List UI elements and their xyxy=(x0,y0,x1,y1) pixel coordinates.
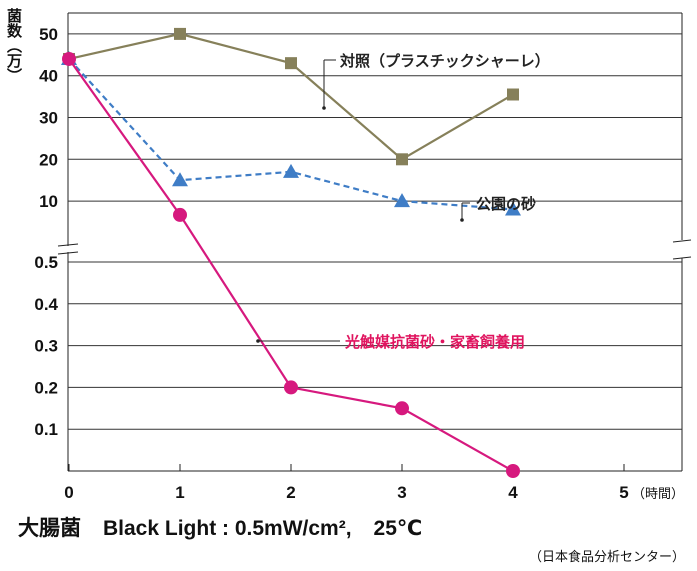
y-tick-labels: 10 20 30 40 50 0.1 0.2 0.3 0.4 0.5 xyxy=(34,25,58,439)
square-marker xyxy=(507,88,519,101)
x-tick-label: 2 xyxy=(286,483,295,500)
x-tick-label: 1 xyxy=(175,483,184,500)
lower-plot-frame xyxy=(67,252,683,472)
upper-plot-frame xyxy=(67,12,683,246)
footer-organism: 大腸菌 xyxy=(18,516,81,540)
x-tick-label: 4 xyxy=(508,483,518,500)
y-tick-label: 0.3 xyxy=(34,337,58,356)
footer-condition: Black Light : 0.5mW/cm², xyxy=(103,517,352,540)
annotation-photocatalyst: 光触媒抗菌砂・家畜飼養用 xyxy=(256,333,525,351)
data-series xyxy=(61,27,521,478)
x-tick-label: 0 xyxy=(64,483,73,500)
circle-marker xyxy=(284,380,298,395)
annotation-park-sand: 公園の砂 xyxy=(460,195,536,222)
y-tick-label: 0.2 xyxy=(34,378,58,397)
annotation-photocatalyst-label: 光触媒抗菌砂・家畜飼養用 xyxy=(344,333,525,351)
triangle-marker xyxy=(505,201,521,216)
annotation-park-sand-label: 公園の砂 xyxy=(476,195,536,213)
footer-temperature: 25℃ xyxy=(373,517,423,540)
triangle-marker xyxy=(172,172,188,187)
y-tick-label: 50 xyxy=(39,25,58,44)
chart: 10 20 30 40 50 0.1 0.2 0.3 0.4 0.5 0 1 2 3 4 5 （時間） 菌数… xyxy=(5,7,692,500)
y-tick-label: 40 xyxy=(39,67,58,86)
y-tick-label: 20 xyxy=(39,150,58,169)
circle-marker xyxy=(506,464,520,478)
x-ticks xyxy=(68,464,625,471)
axis-break xyxy=(57,239,692,260)
circle-marker xyxy=(395,401,409,416)
y-axis-label: 菌数（万） xyxy=(5,7,23,83)
y-tick-label: 30 xyxy=(39,109,58,128)
gridlines xyxy=(68,33,682,430)
annotation-control-label: 対照（プラスチックシャーレ） xyxy=(339,52,550,70)
triangle-marker xyxy=(283,163,299,178)
x-tick-label: 5 xyxy=(619,483,628,500)
series-line xyxy=(68,58,514,472)
y-tick-label: 0.5 xyxy=(34,253,58,272)
circle-marker xyxy=(62,51,76,66)
x-tick-label: 3 xyxy=(397,483,406,500)
square-marker xyxy=(174,27,186,40)
y-tick-label: 0.1 xyxy=(34,420,58,439)
circle-marker xyxy=(173,207,187,222)
y-tick-label: 10 xyxy=(39,192,58,211)
series-circle xyxy=(62,51,520,478)
square-marker xyxy=(396,153,408,166)
footer-source: （日本食品分析センター） xyxy=(528,550,685,565)
footer-conditions: 大腸菌 Black Light : 0.5mW/cm², 25℃ xyxy=(18,512,422,542)
y-tick-label: 0.4 xyxy=(34,295,58,314)
x-tick-labels: 0 1 2 3 4 5 xyxy=(64,483,628,500)
annotation-control: 対照（プラスチックシャーレ） xyxy=(322,52,550,110)
triangle-marker xyxy=(394,193,410,208)
square-marker xyxy=(285,57,297,70)
series-square xyxy=(63,27,519,166)
x-unit-label: （時間） xyxy=(632,487,684,500)
